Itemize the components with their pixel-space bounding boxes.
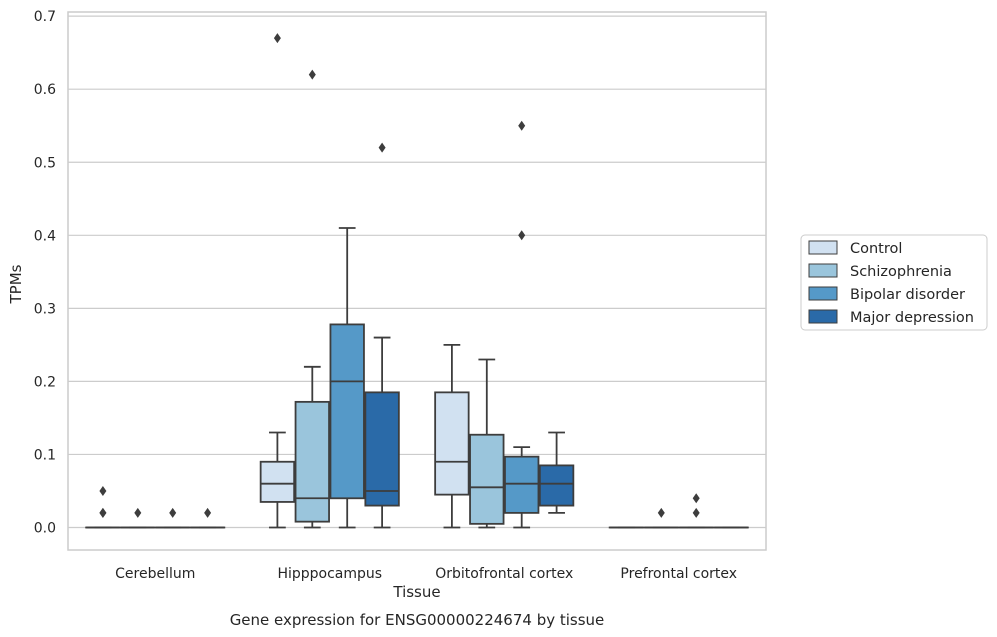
- box-cerebellum-control: [85, 485, 121, 529]
- legend-swatch: [808, 240, 838, 255]
- x-tick-label: Cerebellum: [115, 566, 195, 582]
- y-tick-label: 0.0: [34, 521, 56, 537]
- box-prefrontal-cortex-schizophrenia: [643, 507, 679, 529]
- legend-swatch: [808, 263, 838, 278]
- y-tick-label: 0.1: [34, 447, 56, 463]
- box-cerebellum-schizophrenia: [120, 507, 156, 529]
- plot-frame: [67, 11, 767, 551]
- legend-item-bipolar-disorder: Bipolar disorder: [808, 286, 965, 303]
- box-body: [504, 455, 540, 514]
- outlier-point: [273, 33, 281, 44]
- outlier-point: [169, 507, 177, 518]
- y-tick-label: 0.5: [34, 155, 56, 171]
- box-orbitofrontal-cortex-control: [434, 343, 470, 529]
- legend-label: Control: [850, 241, 902, 257]
- box-body: [364, 391, 400, 507]
- box-hipppocampus-major-depression: [364, 142, 400, 529]
- outlier-point: [134, 507, 142, 518]
- box-body: [469, 433, 505, 525]
- y-tick-label: 0.4: [34, 228, 56, 244]
- legend-frame: [800, 234, 988, 331]
- outlier-point: [692, 493, 700, 504]
- legend-label: Schizophrenia: [850, 264, 952, 280]
- y-axis-label: TPMs: [7, 264, 25, 304]
- legend-item-schizophrenia: Schizophrenia: [808, 263, 952, 280]
- x-tick-label: Orbitofrontal cortex: [435, 566, 573, 582]
- outlier-point: [99, 485, 107, 496]
- y-tick-label: 0.3: [34, 301, 56, 317]
- chart-caption: Gene expression for ENSG00000224674 by t…: [230, 611, 605, 629]
- x-axis-label: Tissue: [392, 583, 440, 601]
- box-body: [538, 464, 575, 507]
- box-prefrontal-cortex-bipolar-disorder: [678, 493, 714, 529]
- outlier-point: [204, 507, 212, 518]
- box-cerebellum-bipolar-disorder: [155, 507, 191, 529]
- box-body: [434, 391, 470, 496]
- box-orbitofrontal-cortex-bipolar-disorder: [504, 120, 540, 529]
- outlier-point: [308, 69, 316, 80]
- outlier-point: [518, 120, 526, 131]
- legend-swatch: [808, 286, 838, 301]
- y-tick-label: 0.6: [34, 82, 56, 98]
- x-axis-ticks: Cerebellum Hipppocampus Orbitofrontal cort…: [115, 566, 737, 582]
- outlier-point: [657, 507, 665, 518]
- box-hipppocampus-bipolar-disorder: [329, 227, 365, 529]
- legend-label: Major depression: [850, 310, 974, 326]
- legend-item-control: Control: [808, 240, 902, 257]
- box-cerebellum-major-depression: [189, 507, 226, 529]
- box-orbitofrontal-cortex-schizophrenia: [469, 358, 505, 529]
- box-body: [294, 400, 330, 523]
- y-tick-label: 0.2: [34, 374, 56, 390]
- outlier-point: [378, 142, 386, 153]
- boxes: [85, 33, 749, 529]
- gridlines: [68, 15, 766, 529]
- legend-swatch: [808, 309, 838, 324]
- x-tick-label: Hipppocampus: [277, 566, 382, 582]
- box-hipppocampus-schizophrenia: [294, 69, 330, 529]
- legend-label: Bipolar disorder: [850, 287, 965, 303]
- outlier-point: [99, 507, 107, 518]
- box-body: [259, 460, 296, 503]
- legend-item-major-depression: Major depression: [808, 309, 974, 326]
- y-axis-ticks: 0.0 0.1 0.2 0.3 0.4 0.5 0.6 0.7: [34, 9, 56, 536]
- outlier-point: [692, 507, 700, 518]
- x-tick-label: Prefrontal cortex: [620, 566, 737, 582]
- legend: Control Schizophrenia Bipolar disorder Majo…: [800, 234, 988, 331]
- y-tick-label: 0.7: [34, 9, 56, 25]
- box-body: [329, 323, 365, 500]
- box-hipppocampus-control: [259, 33, 296, 529]
- outlier-point: [518, 230, 526, 241]
- box-orbitofrontal-cortex-major-depression: [538, 431, 575, 514]
